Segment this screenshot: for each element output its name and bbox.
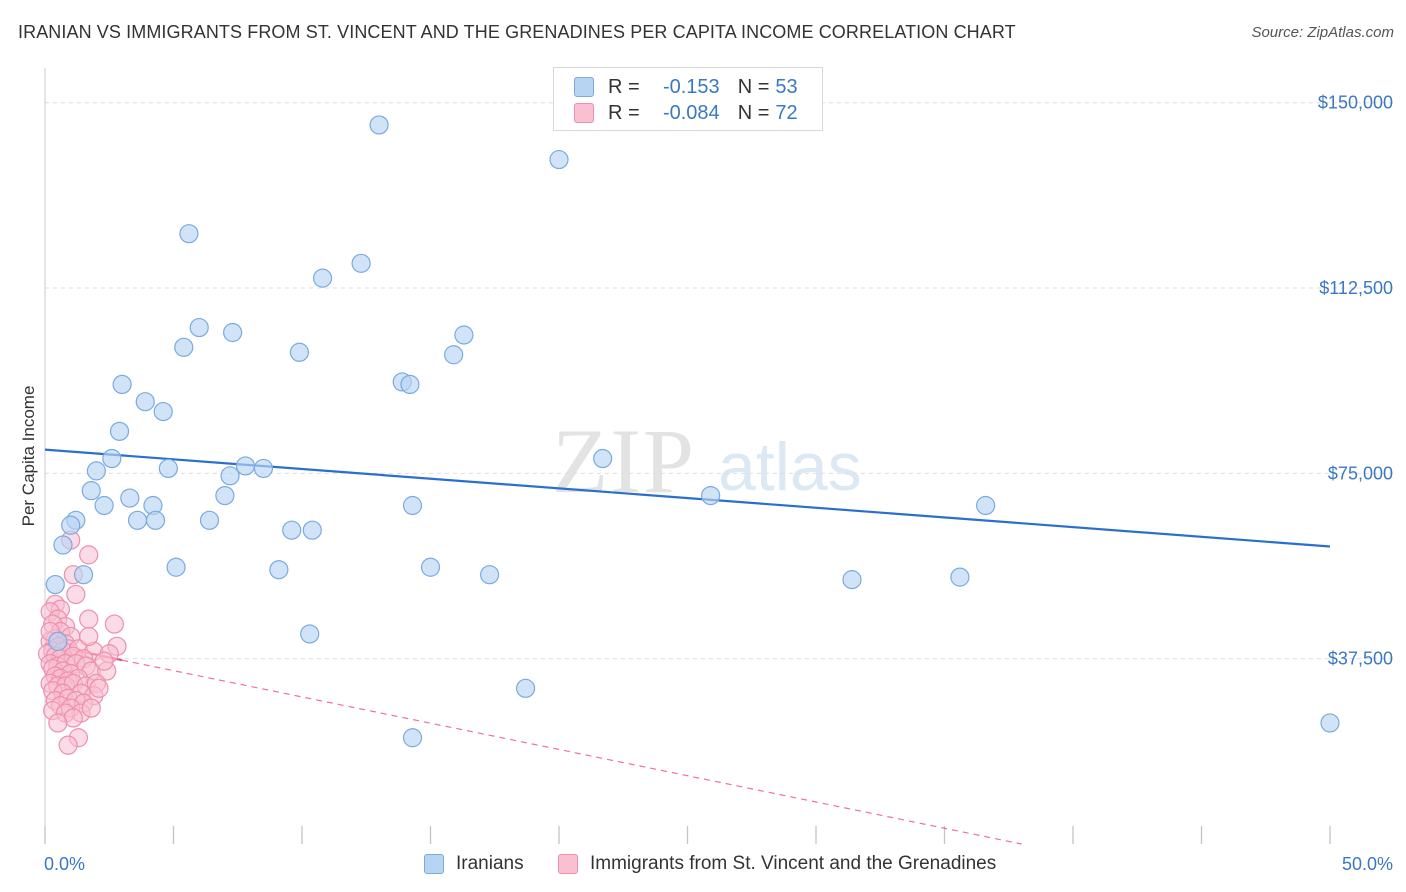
data-point-svg <box>58 735 78 755</box>
data-point-svg <box>81 698 101 718</box>
data-point-iranians <box>400 374 420 394</box>
data-point-iranians <box>289 342 310 362</box>
bottom-legend-swatch-iranians <box>424 854 444 874</box>
y-tick-label: $150,000 <box>1318 93 1393 113</box>
data-point-iranians <box>235 456 256 476</box>
data-point-iranians <box>102 448 122 469</box>
legend-r-value-svg: -0.084 <box>662 101 720 124</box>
data-point-iranians <box>120 488 140 508</box>
data-point-iranians <box>312 268 333 288</box>
data-point-iranians <box>444 345 464 365</box>
source-label: Source: ZipAtlas.com <box>1251 24 1394 41</box>
series-svg-points <box>37 530 127 755</box>
data-point-iranians <box>420 557 441 577</box>
legend-row-svg: R = -0.084 N = 72 <box>574 101 798 125</box>
stats-legend: R = -0.153 N = 53 R = -0.084 N = 72 <box>553 67 823 131</box>
legend-n-value-svg: 72 <box>775 101 798 124</box>
data-point-svg <box>48 713 68 733</box>
data-point-iranians <box>480 565 500 585</box>
y-axis-label: Per Capita Income <box>19 386 38 527</box>
data-point-iranians <box>593 448 613 469</box>
legend-swatch-svg <box>574 103 594 123</box>
y-tick-label: $112,500 <box>1319 278 1393 298</box>
trend-line-svg-extension <box>121 659 1022 845</box>
data-point-iranians <box>166 557 186 577</box>
bottom-legend-label-svg: Immigrants from St. Vincent and the Gren… <box>590 853 997 874</box>
data-point-iranians <box>402 495 423 516</box>
gridlines <box>45 102 1395 660</box>
data-point-iranians <box>61 515 81 535</box>
data-point-iranians <box>45 574 65 595</box>
legend-swatch-iranians <box>574 77 594 97</box>
legend-row-iranians: R = -0.153 N = 53 <box>574 75 798 99</box>
data-point-svg <box>104 614 124 634</box>
legend-r-label: R = <box>608 101 640 124</box>
tick-labels: $37,500 $75,000 $112,500 $150,000 0.0% 50.0% <box>44 93 1393 874</box>
legend-r-value-iranians: -0.153 <box>662 75 720 98</box>
data-point-iranians <box>86 461 107 481</box>
data-point-iranians <box>112 374 132 394</box>
data-point-svg <box>79 626 99 647</box>
legend-r-label: R = <box>608 75 640 98</box>
watermark-zip: ZIP <box>552 410 696 512</box>
bottom-legend-label-iranians: Iranians <box>456 853 524 874</box>
data-point-iranians <box>223 322 243 343</box>
series-iranians-points <box>45 115 1340 748</box>
y-tick-label: $37,500 <box>1328 649 1393 669</box>
data-point-iranians <box>158 458 178 479</box>
bottom-legend-iranians: Iranians <box>424 852 524 876</box>
legend-n-label: N = <box>737 75 770 98</box>
data-point-iranians <box>282 520 302 540</box>
data-point-iranians <box>950 567 970 587</box>
data-point-iranians <box>94 495 114 516</box>
data-point-iranians <box>215 485 235 506</box>
data-point-iranians <box>269 560 289 580</box>
x-tick-label: 0.0% <box>44 854 85 874</box>
y-tick-label: $75,000 <box>1328 463 1393 483</box>
data-point-iranians <box>302 520 322 540</box>
data-point-iranians <box>976 495 996 516</box>
data-point-iranians <box>253 458 274 479</box>
data-point-iranians <box>81 481 101 501</box>
data-point-iranians <box>127 510 148 530</box>
data-point-svg <box>79 545 99 565</box>
data-point-iranians <box>179 224 199 244</box>
data-point-iranians <box>842 570 862 590</box>
data-point-iranians <box>135 392 155 412</box>
data-point-iranians <box>189 317 209 338</box>
watermark: ZIP atlas <box>552 410 862 512</box>
data-point-svg <box>94 651 114 671</box>
data-point-iranians <box>402 728 423 748</box>
data-point-svg <box>66 584 86 605</box>
data-point-iranians <box>73 565 94 585</box>
x-tick-label: 50.0% <box>1342 854 1393 874</box>
data-point-svg <box>79 609 99 629</box>
data-point-svg <box>89 678 109 698</box>
data-point-iranians <box>48 631 68 651</box>
data-point-iranians <box>515 678 536 698</box>
data-point-iranians <box>1320 713 1340 733</box>
legend-n-value-iranians: 53 <box>775 75 798 98</box>
data-point-iranians <box>174 337 194 357</box>
data-point-iranians <box>199 510 220 530</box>
legend-n-label: N = <box>737 101 770 124</box>
data-point-iranians <box>454 325 474 345</box>
data-point-iranians <box>220 466 240 486</box>
data-point-iranians <box>109 421 130 441</box>
data-point-iranians <box>549 149 569 170</box>
bottom-legend-svg: Immigrants from St. Vincent and the Gren… <box>558 852 996 876</box>
data-point-iranians <box>351 253 371 273</box>
data-point-iranians <box>153 401 173 422</box>
data-point-iranians <box>145 510 166 530</box>
data-point-iranians <box>369 115 389 135</box>
chart-title: IRANIAN VS IMMIGRANTS FROM ST. VINCENT A… <box>18 22 1016 42</box>
data-point-iranians <box>300 624 320 644</box>
watermark-atlas: atlas <box>718 429 862 505</box>
data-point-iranians <box>701 485 721 506</box>
bottom-legend-swatch-svg <box>558 854 578 874</box>
data-point-iranians <box>53 535 73 555</box>
